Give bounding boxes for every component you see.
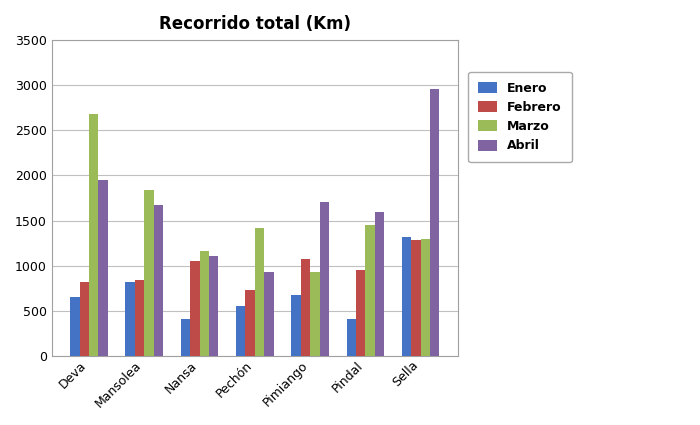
Bar xyxy=(89,114,99,356)
Bar xyxy=(430,89,440,356)
Bar xyxy=(319,201,329,356)
Bar xyxy=(199,251,209,356)
Bar xyxy=(99,180,108,356)
Bar xyxy=(144,190,154,356)
Bar xyxy=(209,256,218,356)
Bar xyxy=(264,272,274,356)
Bar xyxy=(421,239,430,356)
Bar xyxy=(346,319,356,356)
Bar xyxy=(125,282,135,356)
Bar xyxy=(356,270,365,356)
Title: Recorrido total (Km): Recorrido total (Km) xyxy=(159,15,351,33)
Bar xyxy=(70,298,80,356)
Bar xyxy=(365,225,375,356)
Bar xyxy=(402,237,412,356)
Bar xyxy=(412,241,421,356)
Bar xyxy=(291,295,301,356)
Bar xyxy=(135,280,144,356)
Bar xyxy=(181,319,190,356)
Bar xyxy=(310,272,319,356)
Bar xyxy=(80,282,89,356)
Bar xyxy=(154,205,163,356)
Bar xyxy=(246,290,255,356)
Bar xyxy=(301,259,310,356)
Bar xyxy=(236,306,246,356)
Bar xyxy=(374,212,384,356)
Legend: Enero, Febrero, Marzo, Abril: Enero, Febrero, Marzo, Abril xyxy=(468,72,572,162)
Bar xyxy=(255,228,264,356)
Bar xyxy=(190,261,199,356)
